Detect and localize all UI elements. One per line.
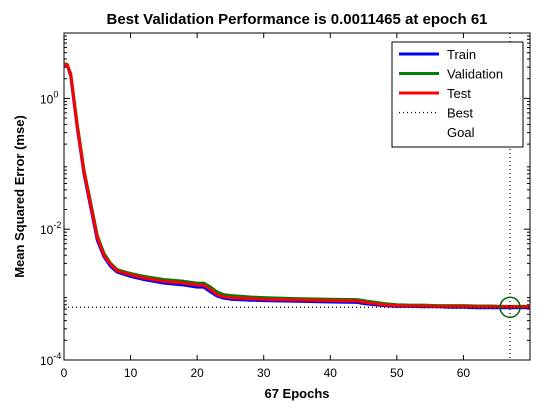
series-layer	[63, 62, 530, 310]
axis-ticks: 0 10 20 30 40 50 60 100 10-2 10-4	[40, 33, 530, 380]
x-tick-label: 40	[324, 366, 338, 380]
x-tick-label: 20	[190, 366, 204, 380]
x-tick-label: 10	[124, 366, 138, 380]
best-point-marker	[499, 296, 521, 319]
x-tick-label: 0	[61, 366, 68, 380]
x-tick-label: 60	[457, 366, 471, 380]
legend-label-validation: Validation	[447, 67, 503, 82]
y-tick-label: 100	[40, 89, 58, 106]
legend-label-goal: Goal	[447, 125, 475, 140]
y-axis-label: Mean Squared Error (mse)	[12, 115, 27, 278]
x-axis-label: 67 Epochs	[264, 386, 329, 401]
series-line-test	[63, 62, 530, 309]
chart-title: Best Validation Performance is 0.0011465…	[106, 11, 487, 28]
legend-label-best: Best	[447, 106, 473, 121]
legend-label-train: Train	[447, 47, 476, 62]
legend: Train Validation Test Best Goal	[391, 41, 524, 148]
x-tick-label: 30	[257, 366, 271, 380]
y-tick-label: 10-2	[40, 220, 61, 237]
y-tick-label: 10-4	[40, 351, 61, 368]
legend-label-test: Test	[447, 86, 471, 101]
x-tick-label: 50	[390, 366, 404, 380]
best-markers	[64, 33, 530, 360]
